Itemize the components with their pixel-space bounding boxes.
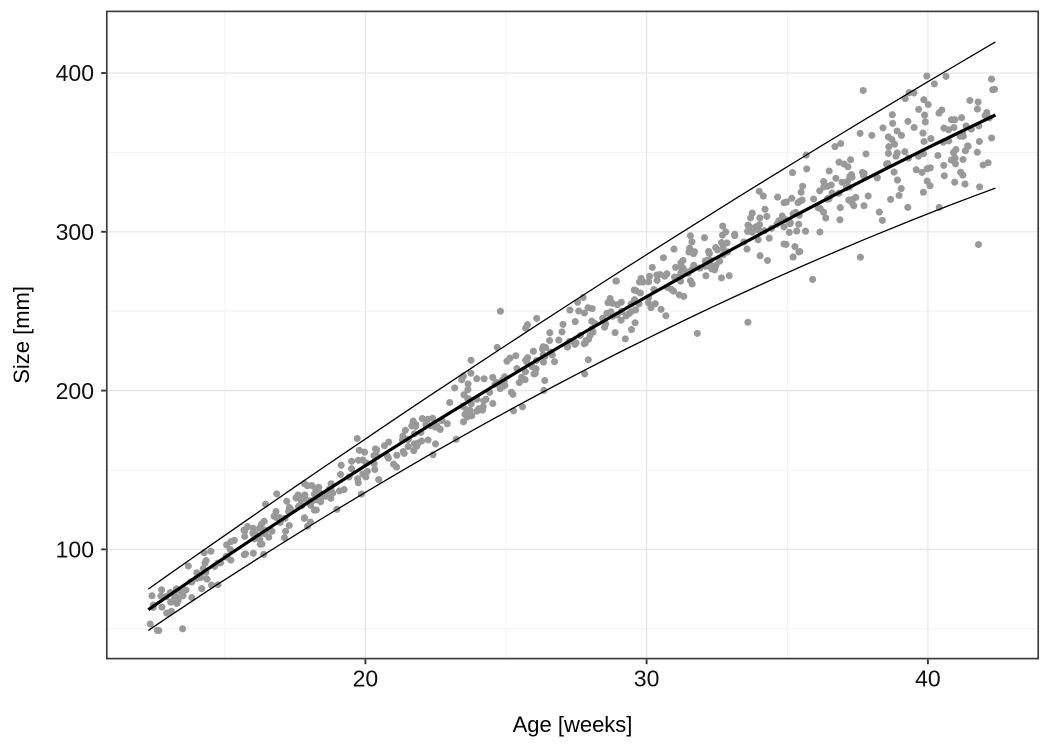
svg-text:Age [weeks]: Age [weeks] <box>513 712 633 737</box>
svg-text:100: 100 <box>56 537 94 563</box>
svg-text:20: 20 <box>353 666 379 692</box>
svg-text:200: 200 <box>56 378 94 404</box>
svg-text:30: 30 <box>634 666 660 692</box>
svg-text:400: 400 <box>56 60 94 86</box>
svg-text:300: 300 <box>56 219 94 245</box>
svg-text:40: 40 <box>915 666 941 692</box>
svg-text:Size [mm]: Size [mm] <box>9 286 34 384</box>
